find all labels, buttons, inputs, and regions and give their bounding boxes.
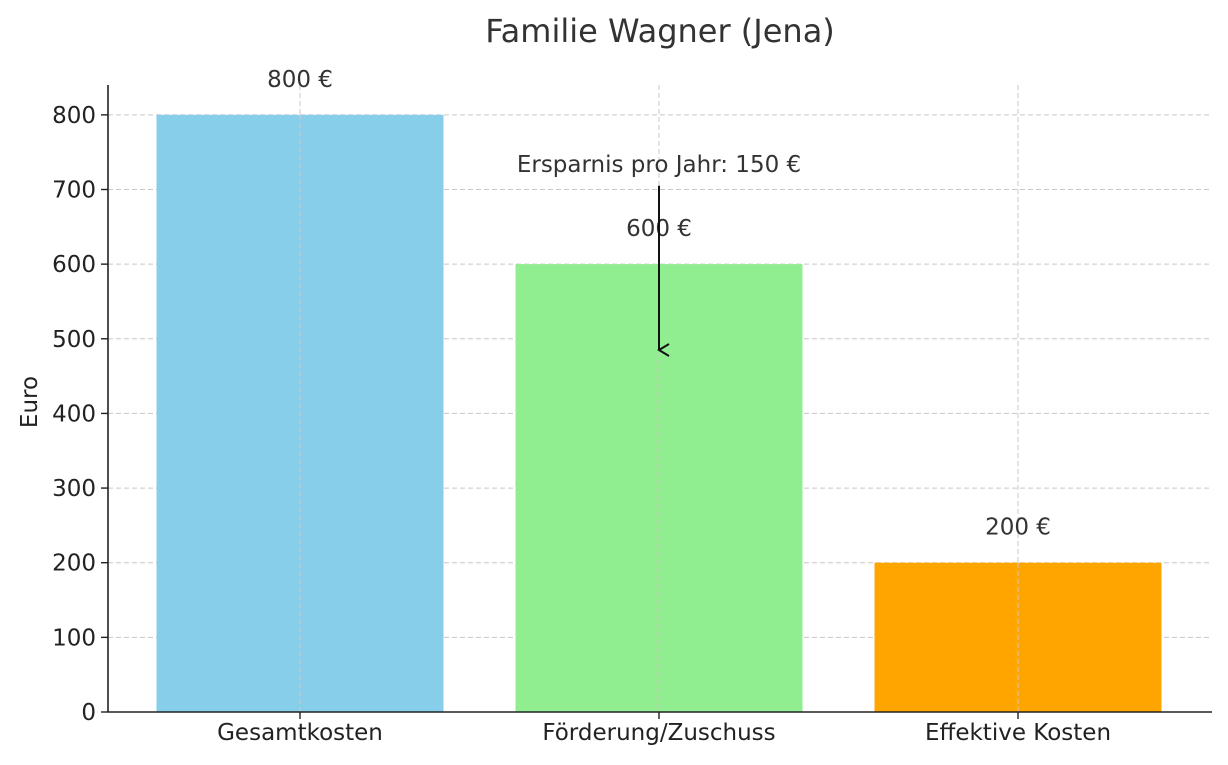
- y-tick-label: 100: [52, 625, 96, 651]
- bars: [156, 114, 1162, 713]
- x-tick-label: Förderung/Zuschuss: [542, 720, 775, 746]
- y-tick-label: 200: [52, 551, 96, 577]
- x-tick-label: Effektive Kosten: [925, 720, 1111, 746]
- annotation: Ersparnis pro Jahr: 150 €: [517, 152, 801, 357]
- tick-labels: 0 100 200 300 400 500 600 700 800 Gesamtkosten För…: [52, 103, 1111, 746]
- value-label: 200 €: [985, 515, 1051, 541]
- annotation-text: Ersparnis pro Jahr: 150 €: [517, 152, 801, 178]
- value-label: 800 €: [267, 67, 333, 93]
- y-tick-label: 700: [52, 178, 96, 204]
- y-tick-label: 800: [52, 103, 96, 129]
- axes: [101, 85, 1212, 719]
- y-tick-label: 300: [52, 476, 96, 502]
- y-axis-label: Euro: [17, 376, 43, 428]
- y-tick-label: 400: [52, 401, 96, 427]
- x-tick-label: Gesamtkosten: [217, 720, 383, 746]
- y-tick-label: 600: [52, 252, 96, 278]
- y-tick-label: 500: [52, 327, 96, 353]
- y-tick-label: 0: [81, 700, 96, 726]
- chart-title: Familie Wagner (Jena): [485, 12, 835, 50]
